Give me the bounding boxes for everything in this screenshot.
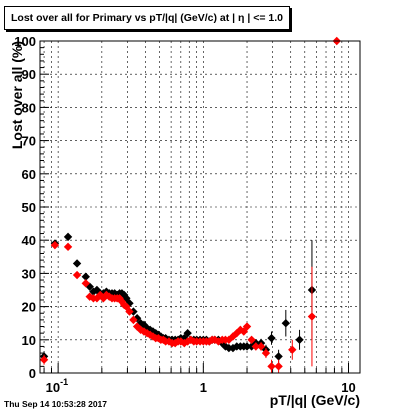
data-point: [274, 362, 283, 371]
x-tick-exponent: -1: [60, 377, 68, 387]
data-point: [63, 232, 73, 242]
data-point: [125, 307, 134, 316]
data-point: [281, 319, 291, 328]
x-minor-ticks: [43, 363, 350, 373]
data-point: [307, 312, 317, 321]
data-point: [39, 355, 49, 364]
data-point: [63, 242, 73, 252]
data-point: [117, 297, 127, 306]
y-tick-label: 10: [22, 333, 36, 348]
data-point: [50, 240, 60, 250]
y-tick-label: 0: [29, 366, 36, 381]
y-tick-label: 70: [22, 134, 36, 149]
x-tick-label: 10: [46, 380, 60, 395]
x-axis-label: pT/|q| (GeV/c): [270, 392, 360, 408]
y-tick-label: 50: [22, 200, 36, 215]
y-tick-label: 90: [22, 67, 36, 82]
y-axis-label: Lost over all (%): [9, 41, 25, 149]
data-point: [72, 259, 82, 268]
gridlines: [40, 41, 360, 373]
data-point: [81, 279, 90, 288]
data-point: [183, 328, 192, 338]
data-point: [251, 342, 261, 351]
data-point: [242, 322, 252, 331]
data-series: [39, 36, 341, 373]
data-point: [72, 270, 82, 280]
y-tick-label: 80: [22, 100, 36, 115]
y-minor-ticks: [40, 40, 49, 374]
y-axis-ticks: 0 10 20 30 40 50 60 70 80 90 100: [14, 34, 36, 381]
data-point: [176, 337, 186, 346]
y-tick-label: 40: [22, 233, 36, 248]
data-point: [274, 352, 283, 361]
data-point: [288, 345, 297, 354]
series-1: [39, 36, 341, 373]
y-tick-label: 100: [14, 34, 36, 49]
data-point: [247, 335, 256, 344]
data-point: [81, 272, 90, 281]
timestamp: Thu Sep 14 10:53:28 2017: [4, 399, 108, 409]
y-tick-label: 30: [22, 266, 36, 281]
x-axis-ticks: 10 -1 1 10: [46, 377, 356, 395]
x-tick-label: 1: [200, 380, 207, 395]
plot-frame: [39, 40, 361, 374]
data-point: [242, 342, 252, 351]
data-point: [267, 333, 276, 343]
data-point: [261, 348, 271, 358]
y-tick-label: 60: [22, 167, 36, 182]
data-point: [145, 325, 155, 335]
chart-title: Lost over all for Primary vs pT/|q| (GeV…: [4, 6, 291, 30]
data-point: [267, 362, 276, 371]
data-point: [295, 335, 304, 344]
data-point: [256, 342, 266, 351]
x-tick-label: 10: [341, 380, 355, 395]
data-point: [129, 315, 138, 325]
y-tick-label: 20: [22, 300, 36, 315]
